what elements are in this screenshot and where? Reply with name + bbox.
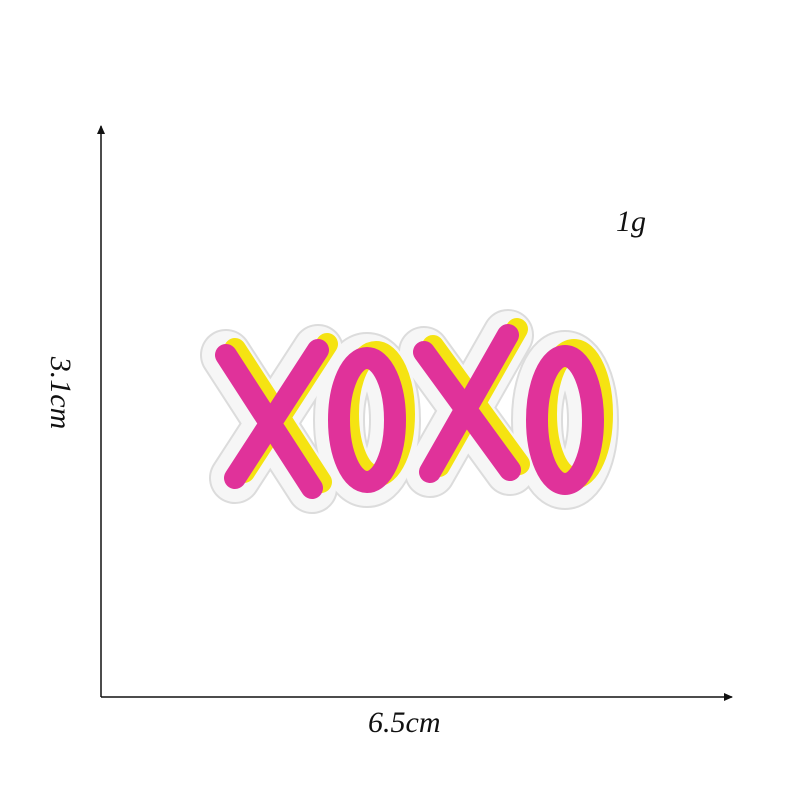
letter-x-2 xyxy=(413,324,521,483)
xoxo-patch xyxy=(200,309,619,514)
letter-x-1 xyxy=(215,339,329,499)
weight-label: 1g xyxy=(616,205,646,238)
letter-o-2 xyxy=(526,345,604,495)
height-label: 3.1cm xyxy=(44,356,78,430)
letter-o-1 xyxy=(328,347,406,493)
width-label: 6.5cm xyxy=(368,706,441,739)
patch-letters xyxy=(215,324,604,499)
